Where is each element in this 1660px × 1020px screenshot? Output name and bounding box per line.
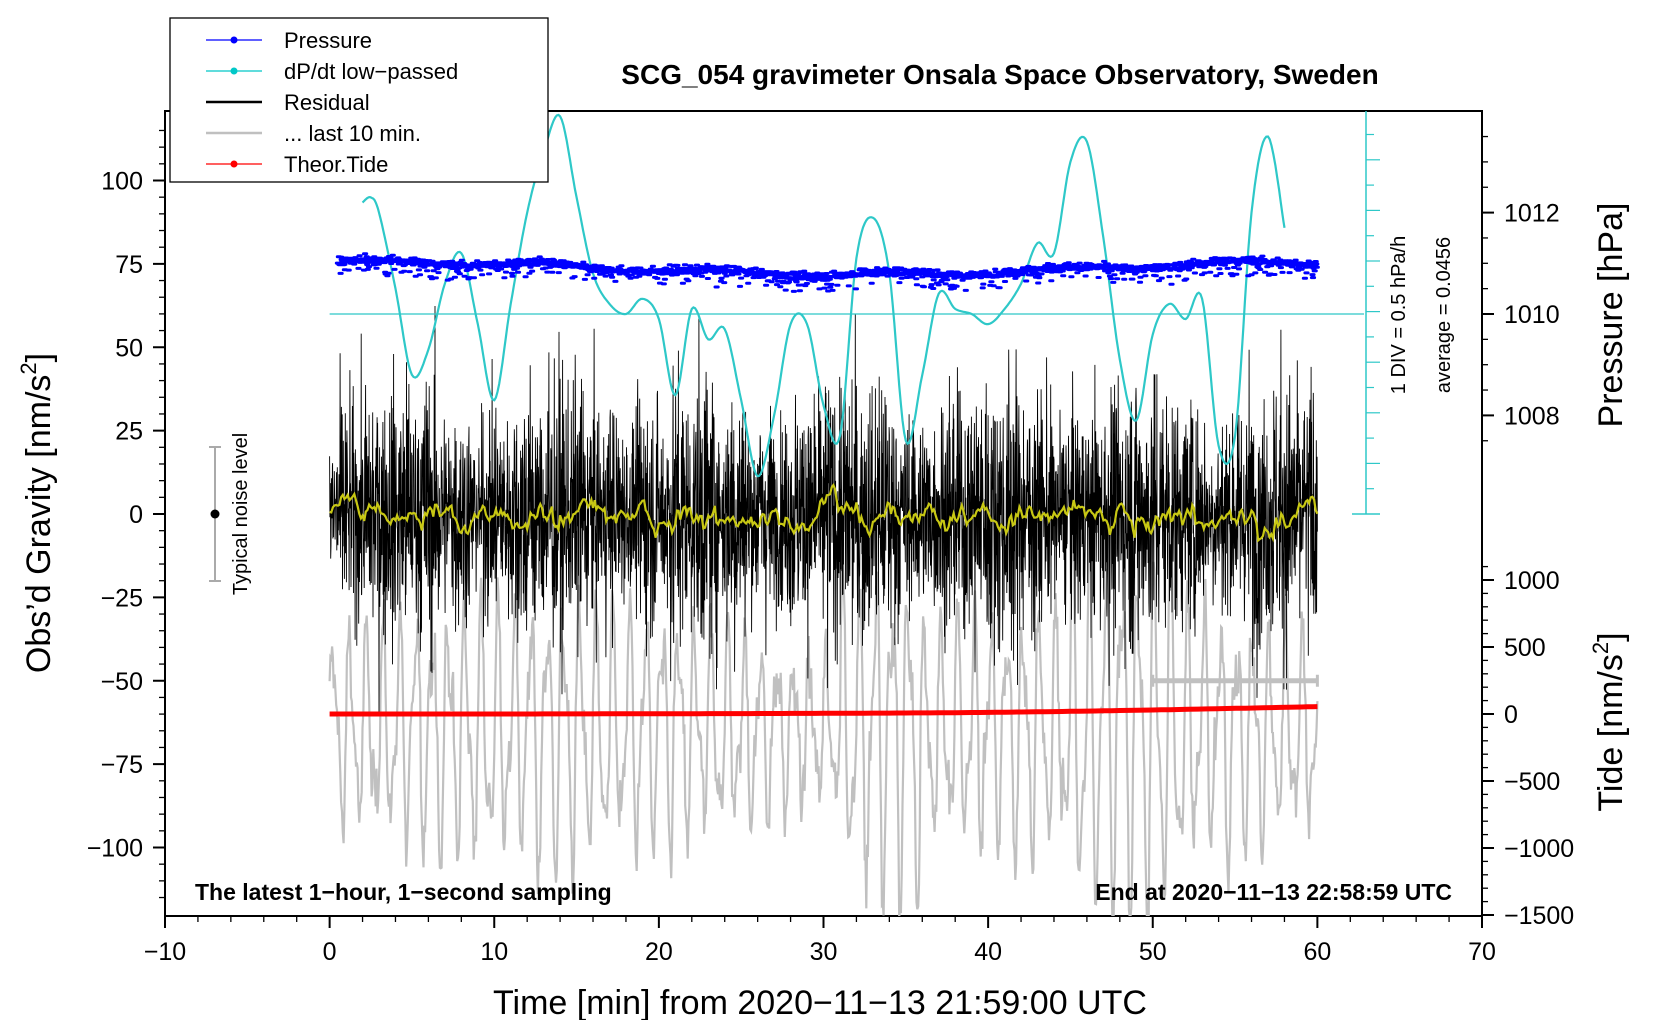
noise-label: Typical noise level — [230, 433, 252, 595]
x-tick-label: 20 — [645, 938, 673, 966]
legend-label: Pressure — [284, 28, 372, 53]
footer-right-label: End at 2020−11−13 22:58:59 UTC — [1095, 879, 1452, 905]
tide-tick-label: 0 — [1504, 701, 1518, 729]
gravity-tick-label: 0 — [129, 501, 143, 529]
legend-label: ... last 10 min. — [284, 121, 421, 146]
x-tick-label: 70 — [1468, 938, 1496, 966]
axes-layer: −10 0 10 20 30 40 50 60 70−100−75−50−25025507510… — [87, 111, 1574, 966]
pressure-tick-label: 1010 — [1504, 301, 1560, 329]
y-axis-label-gravity-sup: 2 — [16, 362, 41, 374]
gravity-tick-label: 25 — [115, 418, 143, 446]
x-tick-label: 0 — [323, 938, 337, 966]
y-axis-label-gravity-end: ] — [20, 353, 58, 362]
tide-tick-label: 1000 — [1504, 567, 1560, 595]
legend-label: dP/dt low−passed — [284, 59, 458, 84]
legend-swatch-marker — [230, 36, 238, 44]
legend-swatch-marker — [230, 67, 238, 75]
pressure-scale-label: 1 DIV = 0.5 hPa/h — [1388, 236, 1410, 394]
tide-tick-label: −1500 — [1504, 902, 1574, 930]
gravity-tick-label: 50 — [115, 334, 143, 362]
y-axis-label-gravity: Obs’d Gravity [nm/s2] — [16, 353, 58, 673]
x-tick-label: −10 — [144, 938, 186, 966]
gravity-tick-label: −100 — [87, 835, 143, 863]
tide-tick-label: −500 — [1504, 768, 1560, 796]
y-axis-label-pressure: Pressure [hPa] — [1592, 203, 1630, 428]
gravity-tick-label: 75 — [115, 251, 143, 279]
noise-level-indicator: Typical noise level — [209, 433, 252, 595]
y-axis-label-gravity-main: Obs’d Gravity [nm/s — [20, 375, 58, 674]
y-axis-label-tide-main: Tide [nm/s — [1592, 654, 1630, 811]
x-axis-label: Time [min] from 2020−11−13 21:59:00 UTC — [493, 984, 1147, 1020]
gravity-tick-label: −75 — [101, 751, 143, 779]
tide-series-line — [329, 704, 1318, 717]
x-tick-label: 60 — [1303, 938, 1331, 966]
legend: Pressure dP/dt low−passed Residual ... last… — [169, 17, 549, 183]
dpdt-series-line — [361, 113, 1286, 478]
tide-tick-label: −1000 — [1504, 835, 1574, 863]
x-tick-label: 30 — [810, 938, 838, 966]
x-tick-label: 40 — [974, 938, 1002, 966]
gravity-tick-label: −25 — [101, 584, 143, 612]
legend-label: Theor.Tide — [284, 152, 388, 177]
data-layer — [328, 113, 1364, 916]
residual-smoothed-line — [329, 482, 1319, 543]
footer-left-label: The latest 1−hour, 1−second sampling — [195, 879, 612, 905]
pressure-average-label: average = 0.0456 — [1433, 237, 1455, 393]
legend-label: Residual — [284, 90, 370, 115]
x-tick-label: 50 — [1139, 938, 1167, 966]
y-axis-label-tide: Tide [nm/s2] — [1588, 632, 1630, 811]
gravity-tick-label: −50 — [101, 668, 143, 696]
legend-box — [169, 17, 549, 183]
pressure-tick-label: 1012 — [1504, 200, 1560, 228]
pressure-tick-label: 1008 — [1504, 402, 1560, 430]
legend-swatch-marker — [230, 160, 238, 168]
y-axis-label-tide-end: ] — [1592, 632, 1630, 641]
last10-series-line — [328, 499, 1319, 916]
y-axis-label-tide-sup: 2 — [1588, 642, 1613, 654]
chart-title: SCG_054 gravimeter Onsala Space Observat… — [621, 59, 1378, 90]
pressure-series-points — [334, 252, 1320, 293]
gravity-tick-label: 100 — [101, 168, 143, 196]
x-tick-label: 10 — [480, 938, 508, 966]
noise-dot — [210, 509, 220, 519]
tide-tick-label: 500 — [1504, 634, 1546, 662]
